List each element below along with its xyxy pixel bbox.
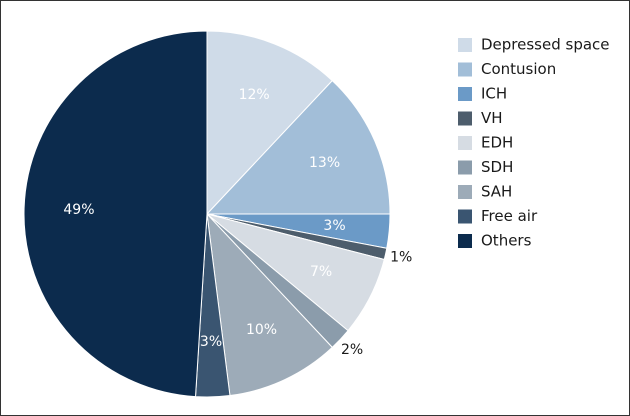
slice-label: 2% <box>341 342 363 358</box>
legend-swatch <box>458 209 472 224</box>
pie-slice <box>206 212 333 397</box>
legend-label: ICH <box>481 85 507 103</box>
legend-swatch <box>458 87 472 101</box>
legend-swatch <box>458 234 472 248</box>
legend-label: Others <box>481 232 532 250</box>
pie-slice <box>206 30 333 216</box>
pie-slice <box>23 30 208 398</box>
legend-label: Free air <box>481 207 538 225</box>
slice-label: 49% <box>63 202 94 218</box>
legend-label: EDH <box>481 134 513 152</box>
legend-swatch <box>458 136 472 150</box>
legend-swatch <box>458 160 472 175</box>
legend-label: VH <box>481 109 503 127</box>
legend-label: SAH <box>481 183 512 201</box>
legend-label: Contusion <box>481 60 556 78</box>
slice-label: 10% <box>246 322 277 338</box>
slice-label: 3% <box>323 218 345 234</box>
legend-label: Depressed space <box>481 36 610 54</box>
legend-swatch <box>458 111 472 126</box>
legend-swatch <box>458 62 472 77</box>
slice-label: 3% <box>200 334 222 350</box>
legend-swatch <box>458 185 472 199</box>
slice-label: 13% <box>309 155 340 171</box>
slice-label: 12% <box>239 87 270 103</box>
legend-label: SDH <box>481 158 513 176</box>
slice-label: 7% <box>310 264 332 280</box>
slice-label: 1% <box>390 249 412 265</box>
legend-swatch <box>458 38 472 52</box>
pie-slice <box>205 79 391 215</box>
